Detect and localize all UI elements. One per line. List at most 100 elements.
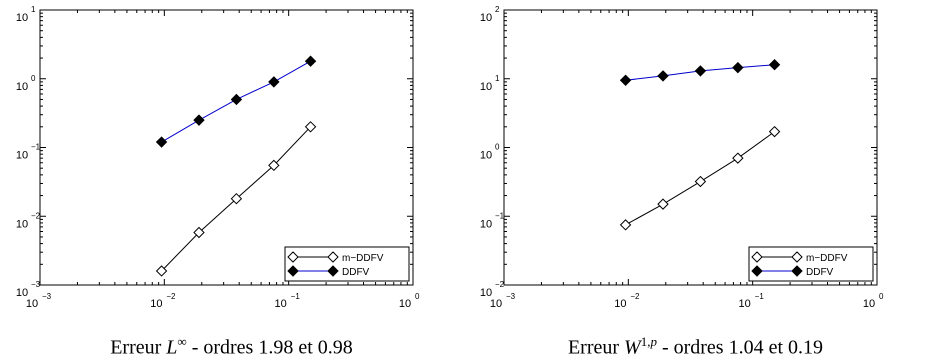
data-point bbox=[657, 70, 669, 82]
x-tick-label-base: 10 bbox=[275, 298, 287, 310]
legend: m−DDFV DDFV bbox=[748, 246, 874, 282]
x-tick-label-exponent: 0 bbox=[415, 292, 420, 301]
right-caption-suffix: - ordres 1.04 et 0.19 bbox=[656, 336, 824, 359]
series-m-ddfv bbox=[619, 125, 781, 231]
right-caption-superscript-var: p bbox=[650, 334, 657, 349]
legend-label: DDFV bbox=[806, 267, 834, 278]
x-tick-label-exponent: −1 bbox=[291, 292, 301, 301]
y-tick-label: 10−3 bbox=[16, 280, 41, 299]
y-tick-label-exponent: −1 bbox=[495, 211, 505, 220]
x-tick-label-exponent: −2 bbox=[166, 292, 176, 301]
legend-box bbox=[284, 246, 410, 282]
left-chart-panel: 10 −3 10 −2 10 −1 10 0 10 1 10 0 10 −1 10 −2 10 −3 m−DDFV D… bbox=[0, 0, 463, 364]
data-point bbox=[230, 93, 243, 106]
x-tick-label: 10 −1 bbox=[739, 292, 765, 310]
data-point bbox=[619, 219, 632, 231]
x-tick-label-base: 10 bbox=[863, 298, 875, 310]
left-caption: Erreur L∞ - ordres 1.98 et 0.98 bbox=[0, 334, 463, 360]
plot-frame bbox=[503, 9, 878, 286]
y-tick-label-exponent: −1 bbox=[31, 143, 41, 152]
legend-item: m−DDFV bbox=[751, 251, 848, 264]
series-ddfv bbox=[619, 59, 781, 86]
legend-label: m−DDFV bbox=[806, 253, 848, 264]
legend-marker bbox=[791, 265, 803, 277]
y-tick-label-exponent: 1 bbox=[495, 74, 500, 83]
x-tick-label-exponent: −3 bbox=[506, 292, 516, 301]
x-tick-label: 10 −2 bbox=[150, 292, 176, 310]
left-caption-superscript: ∞ bbox=[177, 334, 187, 349]
y-tick-label: 10−1 bbox=[480, 211, 505, 230]
x-tick-label: 10 0 bbox=[863, 292, 884, 310]
legend-item: m−DDFV bbox=[287, 251, 384, 264]
legend-marker bbox=[791, 251, 803, 263]
x-tick-label: 10 0 bbox=[399, 292, 420, 310]
x-tick-label-base: 10 bbox=[739, 298, 751, 310]
data-point bbox=[732, 61, 744, 74]
x-tick-label: 10 −2 bbox=[614, 292, 640, 310]
series-m-ddfv bbox=[155, 121, 317, 277]
data-point bbox=[155, 265, 168, 277]
right-caption: Erreur W1,p - ordres 1.04 et 0.19 bbox=[464, 334, 927, 360]
data-point bbox=[768, 59, 781, 71]
legend-marker bbox=[751, 251, 763, 263]
x-tick-label-base: 10 bbox=[490, 298, 502, 310]
y-tick-label-exponent: 0 bbox=[495, 143, 500, 152]
data-point bbox=[732, 152, 744, 164]
y-tick-label-base: 10 bbox=[16, 218, 28, 230]
y-tick-label-base: 10 bbox=[16, 287, 28, 299]
legend-item: DDFV bbox=[751, 265, 834, 278]
legend-marker bbox=[287, 265, 299, 277]
left-caption-prefix: Erreur bbox=[110, 336, 167, 359]
y-tick-label-base: 10 bbox=[480, 12, 492, 24]
right-caption-prefix: Erreur bbox=[567, 336, 625, 359]
y-tick-label: 10−2 bbox=[480, 280, 505, 299]
y-tick-label-exponent: 0 bbox=[31, 74, 36, 83]
y-tick-label-base: 10 bbox=[480, 218, 492, 230]
legend-marker bbox=[751, 265, 763, 277]
legend-label: DDFV bbox=[342, 267, 370, 278]
data-point bbox=[657, 198, 669, 210]
x-tick-label: 10 −3 bbox=[490, 292, 516, 310]
y-tick-label-exponent: −2 bbox=[495, 280, 505, 289]
y-tick-label: 101 bbox=[16, 5, 36, 24]
y-tick-label: 10−1 bbox=[16, 143, 41, 162]
y-tick-label: 100 bbox=[480, 143, 500, 162]
legend-item: DDFV bbox=[287, 265, 370, 278]
legend: m−DDFV DDFV bbox=[284, 246, 410, 282]
x-tick-label-base: 10 bbox=[614, 298, 626, 310]
plot-frame bbox=[39, 9, 414, 286]
x-tick-label-base: 10 bbox=[399, 298, 411, 310]
x-tick-label-exponent: 0 bbox=[879, 292, 884, 301]
y-tick-label-base: 10 bbox=[16, 81, 28, 93]
w1p-error-chart: 10−310−210−110010210110010−110−2m−DDFVDD… bbox=[480, 5, 884, 310]
right-caption-symbol: W bbox=[624, 336, 641, 359]
data-point bbox=[619, 74, 632, 86]
x-tick-label: 10 −1 bbox=[275, 292, 301, 310]
legend-marker bbox=[287, 251, 299, 263]
data-point bbox=[193, 226, 205, 239]
y-tick-label-base: 10 bbox=[480, 81, 492, 93]
y-tick-label: 100 bbox=[16, 74, 36, 93]
data-point bbox=[694, 65, 707, 77]
data-point bbox=[304, 121, 317, 133]
data-point bbox=[694, 175, 707, 188]
x-tick-label: 10 −3 bbox=[26, 292, 52, 310]
y-tick-label-base: 10 bbox=[16, 150, 28, 162]
data-point bbox=[193, 114, 205, 126]
data-point bbox=[768, 125, 781, 138]
linf-error-chart: 10−310−210−110010110010−110−210−3m−DDFVD… bbox=[16, 5, 420, 310]
y-tick-label: 10−2 bbox=[16, 211, 41, 230]
legend-marker bbox=[327, 265, 339, 277]
y-tick-label-base: 10 bbox=[480, 150, 492, 162]
left-caption-symbol: L bbox=[166, 336, 178, 359]
y-tick-label-base: 10 bbox=[16, 12, 28, 24]
x-tick-label-exponent: −3 bbox=[42, 292, 52, 301]
data-point bbox=[268, 76, 280, 88]
right-caption-superscript: 1,p bbox=[641, 334, 657, 349]
legend-box bbox=[748, 246, 874, 282]
legend-label: m−DDFV bbox=[342, 253, 384, 264]
left-caption-suffix: - ordres 1.98 et 0.98 bbox=[186, 336, 353, 359]
x-tick-label-exponent: −1 bbox=[755, 292, 765, 301]
data-point bbox=[230, 192, 243, 205]
y-tick-label: 102 bbox=[480, 5, 500, 24]
